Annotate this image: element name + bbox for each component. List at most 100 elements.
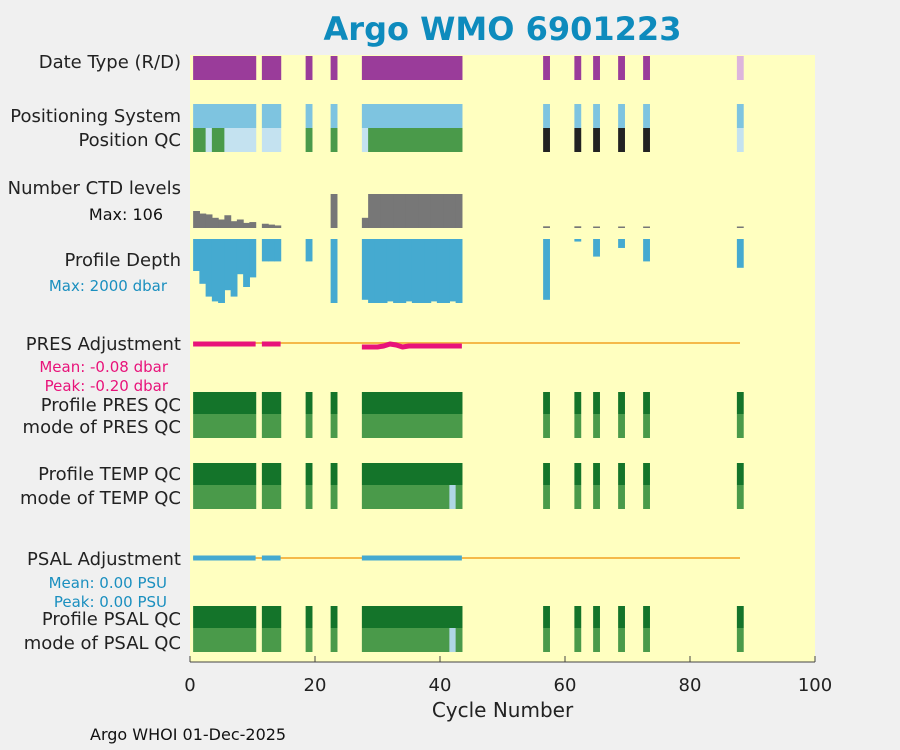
temp-qc-mode-cell (249, 485, 257, 509)
psal-qc-profile-cell (393, 606, 400, 628)
psal-qc-profile-cell (205, 606, 213, 628)
psal-qc-mode-cell (424, 628, 432, 652)
pres-qc-profile-cell (243, 392, 250, 414)
ctd-level-bar (199, 213, 207, 228)
pres-qc-profile-cell (418, 392, 425, 414)
psal-qc-profile-cell (436, 606, 444, 628)
temp-qc-profile-cell (249, 463, 257, 485)
positioning-cell (399, 104, 407, 128)
pres-qc-mode-cell (386, 414, 394, 438)
date-type-cell (218, 56, 225, 80)
profile-depth-bar (736, 239, 744, 268)
pres-qc-profile-cell (224, 392, 232, 414)
pres-qc-profile-cell (736, 392, 744, 414)
ctd-level-bar (361, 217, 369, 228)
profile-depth-bar (305, 239, 313, 262)
pres-qc-mode-cell (430, 414, 438, 438)
note-psal-mean: Mean: 0.00 PSU (48, 574, 167, 592)
positioning-cell (574, 104, 582, 128)
psal-qc-mode-cell (274, 628, 282, 652)
profile-depth-bar (405, 239, 413, 302)
position-qc-cell (230, 128, 238, 152)
profile-depth-bar (261, 239, 269, 262)
label-psal-adjustment: PSAL Adjustment (26, 549, 181, 570)
pres-qc-profile-cell (211, 392, 219, 414)
pres-qc-mode-cell (243, 414, 250, 438)
profile-depth-bar (224, 239, 232, 291)
temp-qc-mode-cell (643, 485, 650, 509)
temp-qc-mode-cell (449, 485, 457, 509)
date-type-cell (418, 56, 425, 80)
plot-background (190, 55, 815, 662)
ctd-level-bar (205, 214, 213, 228)
pres-qc-profile-cell (436, 392, 444, 414)
temp-qc-profile-cell (274, 463, 282, 485)
date-type-cell (243, 56, 250, 80)
pres-qc-profile-cell (268, 392, 275, 414)
positioning-cell (218, 104, 225, 128)
temp-qc-profile-cell (236, 463, 244, 485)
pres-qc-mode-cell (393, 414, 400, 438)
label-date-type: Date Type (R/D) (38, 52, 181, 73)
temp-qc-mode-cell (574, 485, 582, 509)
positioning-cell (543, 104, 550, 128)
pres-qc-profile-cell (230, 392, 238, 414)
pres-qc-mode-cell (574, 414, 582, 438)
temp-qc-profile-cell (374, 463, 382, 485)
psal-qc-mode-cell (449, 628, 457, 652)
temp-qc-profile-cell (643, 463, 650, 485)
profile-depth-bar (411, 239, 419, 303)
date-type-cell (305, 56, 313, 80)
pres-qc-mode-cell (305, 414, 313, 438)
position-qc-cell (430, 128, 438, 152)
temp-qc-mode-cell (261, 485, 269, 509)
ctd-level-bar (411, 194, 419, 228)
date-type-cell (574, 56, 582, 80)
profile-depth-bar (236, 239, 244, 275)
positioning-cell (736, 104, 744, 128)
pres-qc-profile-cell (274, 392, 282, 414)
psal-qc-profile-cell (380, 606, 388, 628)
psal-qc-mode-cell (393, 628, 400, 652)
psal-qc-profile-cell (411, 606, 419, 628)
psal-qc-profile-cell (449, 606, 457, 628)
temp-qc-mode-cell (736, 485, 744, 509)
pres-qc-profile-cell (330, 392, 338, 414)
pres-qc-mode-cell (424, 414, 432, 438)
ctd-level-bar (399, 194, 407, 228)
psal-qc-profile-cell (199, 606, 207, 628)
ctd-level-bar (455, 194, 463, 228)
temp-qc-profile-cell (418, 463, 425, 485)
temp-qc-profile-cell (424, 463, 432, 485)
temp-qc-mode-cell (436, 485, 444, 509)
pres-qc-mode-cell (268, 414, 275, 438)
temp-qc-mode-cell (374, 485, 382, 509)
ctd-level-bar (449, 194, 457, 228)
ctd-level-bar (386, 194, 394, 228)
pres-qc-profile-cell (374, 392, 382, 414)
psal-qc-mode-cell (305, 628, 313, 652)
psal-qc-profile-cell (736, 606, 744, 628)
chart-title: Argo WMO 6901223 (323, 10, 682, 48)
psal-qc-mode-cell (268, 628, 275, 652)
temp-qc-profile-cell (430, 463, 438, 485)
label-profile-psal-qc: Profile PSAL QC (41, 609, 181, 630)
pres-qc-profile-cell (386, 392, 394, 414)
ctd-level-bar (418, 194, 425, 228)
psal-qc-mode-cell (411, 628, 419, 652)
temp-qc-mode-cell (361, 485, 369, 509)
temp-qc-profile-cell (243, 463, 250, 485)
position-qc-cell (418, 128, 425, 152)
date-type-cell (386, 56, 394, 80)
temp-qc-mode-cell (205, 485, 213, 509)
positioning-cell (330, 104, 338, 128)
temp-qc-mode-cell (368, 485, 375, 509)
psal-qc-mode-cell (193, 628, 200, 652)
positioning-cell (230, 104, 238, 128)
pres-qc-mode-cell (249, 414, 257, 438)
ctd-level-bar (618, 226, 625, 228)
temp-qc-mode-cell (224, 485, 232, 509)
temp-qc-profile-cell (393, 463, 400, 485)
date-type-cell (393, 56, 400, 80)
date-type-cell (436, 56, 444, 80)
